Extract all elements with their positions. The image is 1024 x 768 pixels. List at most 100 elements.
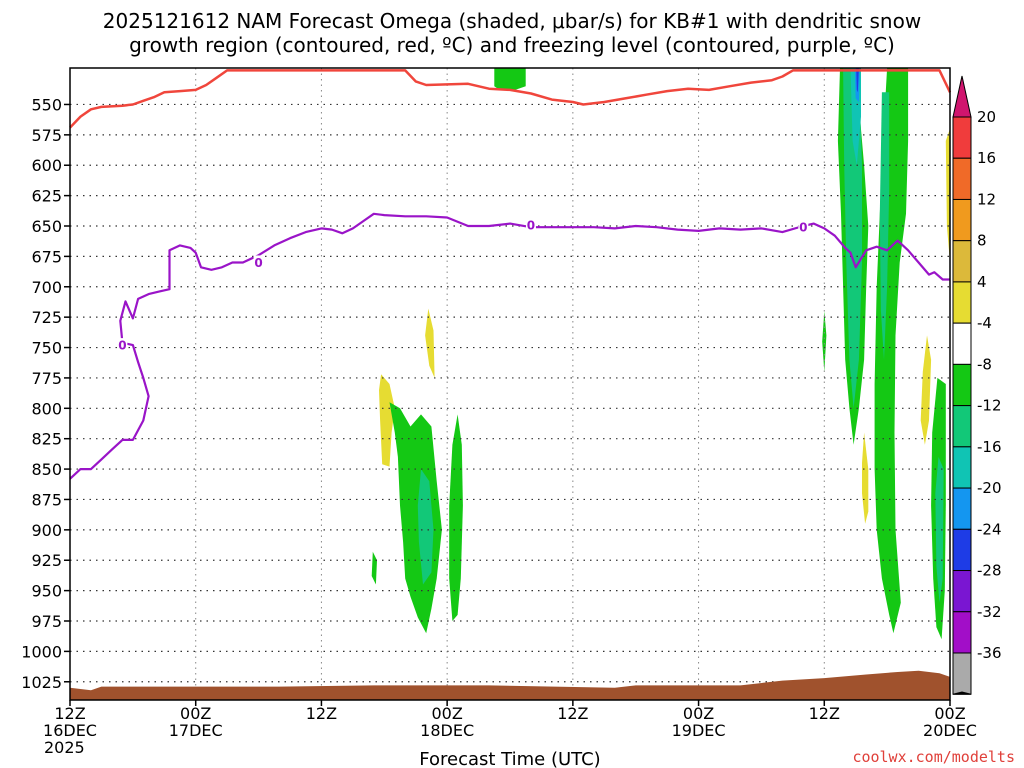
freezing-label-bg-3 [798, 220, 809, 234]
omega-area-14 [822, 311, 827, 372]
y-tick-label-3: 625 [31, 187, 62, 206]
colorbar-swatch-10 [952, 528, 972, 572]
omega-area-3 [389, 402, 442, 634]
y-tick-label-8: 750 [31, 339, 62, 358]
x-tick-label-5-1: 00Z [683, 704, 714, 723]
colorbar-label-12: -32 [977, 603, 1002, 621]
colorbar-label-1: 16 [977, 149, 996, 167]
x-tick-label-0-2: 16DEC [43, 721, 97, 740]
y-tick-label-9: 775 [31, 369, 62, 388]
freezing-level-label-3: 0 [799, 221, 807, 235]
colorbar-label-11: -28 [977, 562, 1002, 580]
colorbar-label-9: -20 [977, 479, 1002, 497]
y-tick-label-15: 925 [31, 551, 62, 570]
freezing-label-bg-2 [525, 217, 536, 231]
freezing-level-label-1: 0 [254, 256, 262, 270]
contour-lines: 0 0 0 0 [69, 69, 952, 480]
colorbar-label-7: -12 [977, 397, 1002, 415]
y-tick-label-12: 850 [31, 460, 62, 479]
omega-area-8 [874, 68, 909, 634]
colorbar-label-10: -24 [977, 520, 1002, 538]
colorbar-swatch-4 [952, 281, 972, 324]
omega-area-10 [879, 92, 890, 360]
colorbar-swatch-12 [952, 611, 972, 654]
colorbar-bottom-arrow [952, 691, 972, 695]
omega-area-6 [371, 551, 377, 585]
colorbar: 20 16 12 8 4 -4 -8 -12 -16 -20 -24 -28 -32 -36 [952, 75, 1002, 695]
colorbar-swatch-11 [952, 570, 972, 613]
colorbar-swatch-7 [952, 405, 972, 448]
omega-area-13 [856, 68, 859, 93]
freezing-level-contour [69, 212, 950, 480]
colorbar-label-2: 12 [977, 190, 996, 208]
colorbar-swatch-6 [952, 363, 972, 407]
x-tick-label-0-3: 2025 [44, 738, 85, 757]
x-tick-label-3-1: 00Z [431, 704, 462, 723]
colorbar-swatch-3 [952, 240, 972, 283]
x-tick-label-2-1: 12Z [306, 704, 337, 723]
terrain-surface [70, 670, 950, 700]
x-tick-label-3-2: 18DEC [420, 721, 474, 740]
freezing-label-bg-1 [253, 255, 264, 269]
x-tick-label-7-2: 20DEC [923, 721, 977, 740]
y-tick-label-19: 1025 [21, 673, 62, 692]
terrain-area [70, 670, 950, 700]
colorbar-swatch-5 [952, 322, 972, 365]
colorbar-swatch-2 [952, 198, 972, 242]
colorbar-label-8: -16 [977, 438, 1002, 456]
chart-title-line-1: 2025121612 NAM Forecast Omega (shaded, μ… [103, 9, 921, 33]
omega-area-19 [935, 456, 944, 603]
freezing-label-bg-0 [117, 338, 128, 352]
x-tick-label-5-2: 19DEC [672, 721, 726, 740]
chart-title-line-2: growth region (contoured, red, ºC) and f… [129, 33, 895, 57]
colorbar-label-0: 20 [977, 108, 996, 126]
x-tick-label-6-1: 12Z [809, 704, 840, 723]
y-tick-label-0: 550 [31, 95, 62, 114]
y-tick-label-16: 950 [31, 582, 62, 601]
colorbar-label-4: 4 [977, 273, 987, 291]
freezing-level-label-2: 0 [527, 218, 535, 232]
plot-frame [69, 67, 951, 701]
grid [70, 68, 950, 700]
y-tick-label-4: 650 [31, 217, 62, 236]
y-tick-label-1: 575 [31, 126, 62, 145]
colorbar-swatch-13 [952, 652, 972, 695]
freezing-level-label-0: 0 [118, 339, 126, 353]
omega-area-16 [920, 335, 932, 445]
omega-area-2 [379, 374, 395, 467]
y-tick-label-2: 600 [31, 156, 62, 175]
x-tick-label-0-1: 12Z [54, 704, 85, 723]
colorbar-top-arrow [952, 75, 972, 118]
x-tick-label-4-1: 12Z [557, 704, 588, 723]
colorbar-label-5: -4 [977, 314, 992, 332]
colorbar-label-6: -8 [977, 355, 992, 373]
y-tick-label-13: 875 [31, 490, 62, 509]
omega-area-1 [425, 308, 435, 378]
y-tick-label-14: 900 [31, 521, 62, 540]
y-tick-label-17: 975 [31, 612, 62, 631]
omega-area-17 [862, 432, 869, 524]
x-tick-label-1-2: 17DEC [169, 721, 223, 740]
y-tick-label-5: 675 [31, 247, 62, 266]
omega-area-4 [417, 469, 434, 585]
colorbar-swatch-9 [952, 487, 972, 530]
dendritic-growth-contour [69, 69, 952, 129]
credit-text[interactable]: coolwx.com/modelts [852, 748, 1015, 766]
y-tick-label-18: 1000 [21, 642, 62, 661]
colorbar-swatch-8 [952, 446, 972, 489]
omega-area-0 [494, 68, 526, 90]
x-axis-title: Forecast Time (UTC) [419, 749, 600, 768]
omega-area-5 [449, 414, 463, 621]
x-tick-label-1-1: 00Z [180, 704, 211, 723]
colorbar-label-13: -36 [977, 644, 1002, 662]
y-axis: 550 575 600 625 650 675 700 725 750 775 800 825 850 8… [21, 95, 70, 692]
y-tick-label-10: 800 [31, 399, 62, 418]
y-tick-label-6: 700 [31, 278, 62, 297]
x-tick-label-7-1: 00Z [934, 704, 965, 723]
colorbar-swatch-0 [952, 116, 972, 159]
y-tick-label-7: 725 [31, 308, 62, 327]
y-tick-label-11: 825 [31, 430, 62, 449]
colorbar-swatch-1 [952, 157, 972, 200]
